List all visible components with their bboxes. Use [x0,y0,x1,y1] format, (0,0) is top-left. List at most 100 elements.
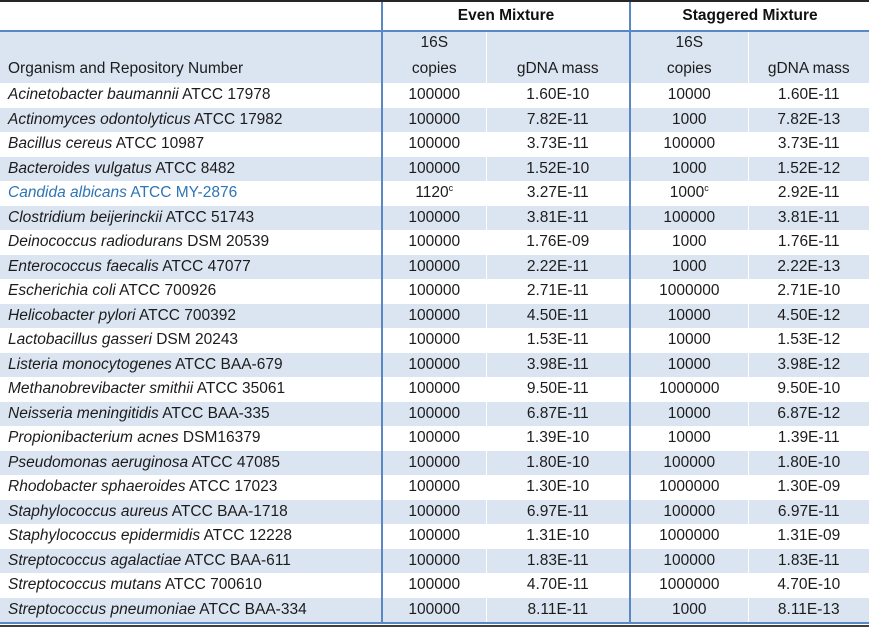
even-gdna-cell: 3.81E-11 [485,205,631,230]
staggered-copies-cell: 10000 [629,352,749,377]
organism-cell: Bacteroides vulgatus ATCC 8482 [0,157,382,182]
staggered-gdna-cell: 2.22E-13 [747,254,869,279]
even-gdna-cell: 1.31E-10 [485,524,631,549]
staggered-gdna-cell: 7.82E-13 [747,107,869,132]
staggered-gdna-cell: 1.31E-09 [747,524,869,549]
organism-column-header: Organism and Repository Number [8,59,244,77]
even-gdna-cell: 1.80E-10 [485,450,631,475]
organism-cell: Clostridium beijerinckii ATCC 51743 [0,206,382,231]
staggered-gdna-cell: 4.70E-10 [747,573,869,598]
even-copies-cell: 100000 [381,156,486,181]
organism-cell: Deinococcus radiodurans DSM 20539 [0,230,382,255]
table-row: Neisseria meningitidis ATCC BAA-335 1000… [0,401,869,426]
empty-cell [485,31,631,54]
staggered-gdna-cell: 8.11E-13 [747,597,869,622]
organism-name: Candida albicans [8,184,127,202]
even-copies-cell: 100000 [381,83,486,108]
group-header-row: Even Mixture Staggered Mixture [0,2,869,32]
organism-cell: Staphylococcus epidermidis ATCC 12228 [0,524,382,549]
repository-number: ATCC BAA-334 [199,600,307,618]
even-copies-cell: 100000 [381,597,486,622]
organism-name: Helicobacter pylori [8,306,136,324]
organism-name: Enterococcus faecalis [8,257,159,275]
staggered-copies-cell: 1000000 [629,573,749,598]
table-row: Enterococcus faecalis ATCC 47077 100000 … [0,254,869,280]
organism-name: Rhodobacter sphaeroides [8,478,186,496]
staggered-copies-cell: 100000 [629,499,749,524]
repository-number: ATCC 47085 [191,453,281,471]
staggered-gdna-cell: 1.76E-11 [747,230,869,255]
staggered-copies-cell: 1000 [629,597,749,622]
table-row: Rhodobacter sphaeroides ATCC 17023 10000… [0,475,869,500]
even-copies-cell: 100000 [381,573,486,598]
repository-number: ATCC BAA-1718 [171,502,288,520]
organism-name: Streptococcus pneumoniae [8,600,196,618]
even-gdna-cell: 1.39E-10 [485,426,631,451]
organism-cell: Enterococcus faecalis ATCC 47077 [0,255,382,280]
even-gdna-cell: 3.27E-11 [485,181,631,206]
organism-cell: Acinetobacter baumannii ATCC 17978 [0,83,382,108]
organism-name: Methanobrevibacter smithii [8,380,194,398]
staggered-gdna-cell: 3.73E-11 [747,132,869,157]
table-row: Clostridium beijerinckii ATCC 51743 1000… [0,205,869,231]
staggered-copies-cell: 10000 [629,401,749,426]
repository-number: ATCC 35061 [196,380,286,398]
organism-cell: Streptococcus mutans ATCC 700610 [0,573,382,598]
staggered-copies-cell: 1000 [629,107,749,132]
organism-cell: Staphylococcus aureus ATCC BAA-1718 [0,500,382,525]
repository-number: ATCC 700392 [138,306,237,324]
repository-number: ATCC BAA-679 [175,355,283,373]
repository-number: ATCC 17023 [188,478,278,496]
staggered-gdna-cell: 2.71E-10 [747,279,869,304]
empty-cell [0,31,382,54]
staggered-gdna-cell: 1.53E-12 [747,328,869,353]
staggered-gdna-cell: 1.30E-09 [747,475,869,500]
even-copies-cell: 100000 [381,230,486,255]
organism-cell: Lactobacillus gasseri DSM 20243 [0,328,382,353]
empty-cell [747,31,869,54]
footnote-marker: c [448,183,454,194]
repository-number: ATCC BAA-611 [184,551,291,569]
table-row: Methanobrevibacter smithii ATCC 35061 10… [0,377,869,402]
staggered-copies-cell: 10000 [629,426,749,451]
repository-number: ATCC 17982 [194,110,283,128]
staggered-copies-cell: 1000 [629,254,749,279]
staggered-16s-label: 16S [629,31,749,54]
staggered-copies-cell: 1000000 [629,475,749,500]
staggered-gdna-header: gDNA mass [747,54,869,83]
staggered-gdna-cell: 1.39E-11 [747,426,869,451]
organism-cell: Pseudomonas aeruginosa ATCC 47085 [0,451,382,476]
organism-name: Bacteroides vulgatus [8,159,152,177]
even-gdna-cell: 4.50E-11 [485,303,631,328]
even-copies-cell: 100000 [381,328,486,353]
repository-number: DSM 20243 [156,331,239,349]
organism-name: Actinomyces odontolyticus [8,110,191,128]
even-gdna-cell: 7.82E-11 [485,107,631,132]
even-copies-cell: 100000 [381,352,486,377]
table-row: Candida albicans ATCC MY-2876 1120c 3.27… [0,181,869,206]
even-copies-cell: 100000 [381,475,486,500]
table-row: Staphylococcus aureus ATCC BAA-1718 1000… [0,499,869,525]
even-gdna-cell: 2.22E-11 [485,254,631,279]
even-gdna-cell: 4.70E-11 [485,573,631,598]
staggered-copies-cell: 100000 [629,548,749,573]
organism-name: Clostridium beijerinckii [8,208,163,226]
even-copies-cell: 100000 [381,303,486,328]
table-body: Acinetobacter baumannii ATCC 17978 10000… [0,83,869,622]
even-copies-cell: 100000 [381,107,486,132]
organism-cell: Bacillus cereus ATCC 10987 [0,132,382,157]
even-copies-cell: 100000 [381,548,486,573]
organism-cell: Actinomyces odontolyticus ATCC 17982 [0,108,382,133]
staggered-gdna-cell: 1.80E-10 [747,450,869,475]
even-copies-cell: 100000 [381,205,486,230]
table-row: Escherichia coli ATCC 700926 100000 2.71… [0,279,869,304]
table-row: Staphylococcus epidermidis ATCC 12228 10… [0,524,869,549]
organism-name: Deinococcus radiodurans [8,233,183,251]
even-gdna-cell: 1.60E-10 [485,83,631,108]
staggered-gdna-cell: 3.98E-12 [747,352,869,377]
organism-name: Staphylococcus aureus [8,502,169,520]
organism-name: Escherichia coli [8,282,116,300]
staggered-gdna-cell: 6.87E-12 [747,401,869,426]
even-gdna-cell: 3.73E-11 [485,132,631,157]
even-gdna-cell: 1.76E-09 [485,230,631,255]
